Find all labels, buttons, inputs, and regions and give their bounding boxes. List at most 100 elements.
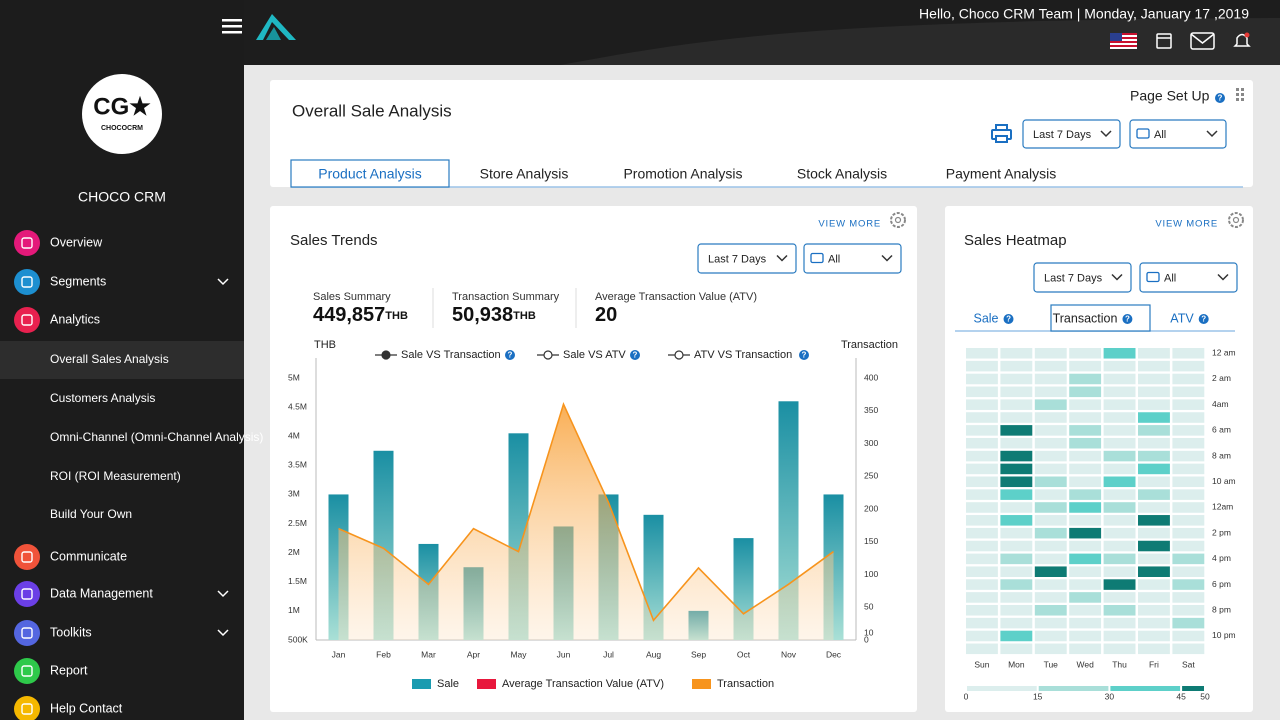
chevron (1111, 273, 1123, 281)
chevron (217, 629, 229, 637)
chart-toggle[interactable]: Sale VS Transaction (401, 349, 501, 361)
heat-cell (1034, 463, 1067, 475)
view-more[interactable]: VIEW MORE (1155, 219, 1218, 230)
tab[interactable]: Payment Analysis (946, 166, 1057, 182)
view-more[interactable]: VIEW MORE (818, 219, 881, 230)
menu-item[interactable]: Overview (50, 235, 103, 249)
mail-flap (1190, 33, 1215, 44)
help-icon[interactable] (505, 350, 515, 360)
analysis-card (270, 80, 1253, 187)
language-flag[interactable] (1110, 33, 1137, 49)
menu-item[interactable]: Segments (50, 274, 106, 288)
menu-item[interactable]: Data Management (50, 586, 153, 600)
heat-cell (1000, 412, 1033, 423)
heat-cell (1034, 515, 1067, 526)
heat-cell (1172, 630, 1205, 642)
help-icon[interactable] (1198, 314, 1209, 324)
menu-icon-glyph (21, 276, 33, 288)
heat-cell (1000, 617, 1033, 629)
heat-cell (1000, 553, 1033, 565)
heat-cell (1138, 502, 1170, 513)
mail-icon[interactable] (1190, 32, 1215, 50)
tab[interactable]: Store Analysis (480, 166, 569, 182)
submenu-item[interactable]: Overall Sales Analysis (50, 352, 169, 366)
tab[interactable]: Transaction (1053, 311, 1118, 325)
day-label: Thu (1112, 659, 1127, 669)
heat-cell (966, 579, 998, 590)
heat-cell (1069, 437, 1102, 449)
help-icon[interactable] (1003, 314, 1014, 324)
heat-cell (966, 425, 998, 436)
dropdown[interactable] (1129, 119, 1227, 149)
hour-label: 8 am (1212, 450, 1231, 460)
heat-cell (1000, 515, 1033, 526)
menu-icon-glyph (21, 703, 33, 715)
dropdown[interactable] (803, 243, 902, 274)
calendar-icon[interactable] (1156, 33, 1172, 49)
tab[interactable]: Sale (973, 311, 998, 325)
dropdown[interactable] (1139, 262, 1238, 293)
card-title: Sales Heatmap (964, 232, 1067, 249)
submenu-item[interactable]: Build Your Own (50, 507, 132, 521)
help-icon[interactable] (799, 350, 809, 360)
menu-item[interactable]: Report (50, 663, 88, 677)
submenu-item[interactable]: Customers Analysis (50, 391, 155, 405)
tab[interactable]: ATV (1170, 311, 1194, 325)
submenu-item[interactable]: Omni-Channel (Omni-Channel Analysis) (50, 430, 263, 444)
printer-icon[interactable] (991, 124, 1012, 143)
settings-icon[interactable] (890, 212, 906, 228)
chart-toggle[interactable]: ATV VS Transaction (694, 349, 792, 361)
menu-item[interactable]: Communicate (50, 549, 127, 563)
heat-cell (1138, 605, 1170, 616)
day-label: Fri (1149, 659, 1159, 669)
heat-cell (1138, 617, 1170, 629)
page-setup[interactable]: Page Set Up (1130, 88, 1210, 104)
heat-cell (966, 450, 998, 462)
heat-cell (1000, 386, 1033, 398)
chevron (1206, 130, 1218, 138)
menu-icon-glyph (21, 627, 33, 639)
menu-item[interactable]: Analytics (50, 312, 100, 326)
y-tick-label: 4M (288, 430, 300, 440)
toggle-dot (674, 350, 684, 360)
day-label: Sat (1182, 659, 1195, 669)
scale-label: 50 (1200, 691, 1210, 701)
x-tick-label: Jul (603, 649, 614, 659)
dropdown[interactable] (1022, 119, 1121, 149)
chart-toggle[interactable]: Sale VS ATV (563, 349, 626, 361)
help-icon[interactable] (1122, 314, 1133, 324)
x-tick-label: Nov (781, 649, 797, 659)
heat-cell (1034, 527, 1067, 539)
tab[interactable]: Product Analysis (318, 166, 422, 182)
settings-icon[interactable] (1228, 212, 1244, 228)
flag-stripe (1110, 45, 1137, 47)
dropdown[interactable] (1033, 262, 1132, 293)
heat-cell (1034, 348, 1067, 359)
heat-cell (1138, 527, 1170, 539)
store-icon (1146, 271, 1160, 283)
heat-cell (1138, 463, 1170, 475)
logo-circle (82, 74, 162, 154)
tab[interactable]: Stock Analysis (797, 166, 887, 182)
heat-cell (1138, 566, 1170, 577)
help-icon[interactable] (630, 350, 640, 360)
heat-cell (1034, 605, 1067, 616)
heat-cell (966, 527, 998, 539)
help-icon[interactable] (1215, 93, 1225, 103)
heat-cell (1069, 360, 1102, 372)
menu-item[interactable]: Toolkits (50, 625, 92, 639)
submenu-item[interactable]: ROI (ROI Measurement) (50, 469, 181, 483)
legend-label: Transaction (717, 678, 774, 690)
tab[interactable]: Promotion Analysis (623, 166, 742, 182)
heat-cell (966, 566, 998, 577)
menu-item[interactable]: Help Contact (50, 701, 123, 715)
x-tick-label: Jun (557, 649, 571, 659)
menu-button[interactable] (222, 19, 242, 34)
heat-cell (1172, 399, 1205, 410)
summary-value: 50,938THB (452, 304, 536, 326)
dropdown[interactable] (697, 243, 797, 274)
bell-icon[interactable] (1233, 32, 1251, 47)
store-icon (810, 252, 824, 264)
heat-cell (1172, 605, 1205, 616)
